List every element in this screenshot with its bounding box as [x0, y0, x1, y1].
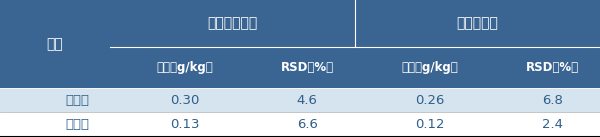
Text: 2.4: 2.4 [542, 118, 563, 131]
Text: 試料: 試料 [47, 37, 64, 51]
Text: 含量（g/kg）: 含量（g/kg） [156, 61, 213, 74]
Text: 0.30: 0.30 [170, 94, 199, 106]
Text: 通知試験法: 通知試験法 [457, 16, 499, 30]
Text: 6.8: 6.8 [542, 94, 563, 106]
Text: チーズ: チーズ [65, 118, 89, 131]
Text: 0.12: 0.12 [415, 118, 445, 131]
Bar [0, 0, 110, 88]
Bar [355, 0, 600, 47]
Text: 0.13: 0.13 [170, 118, 199, 131]
Bar [110, 47, 600, 88]
Text: 4.6: 4.6 [296, 94, 317, 106]
Bar [0, 112, 600, 137]
Text: 含量（g/kg）: 含量（g/kg） [401, 61, 458, 74]
Text: 6.6: 6.6 [296, 118, 317, 131]
Text: RSD（%）: RSD（%） [281, 61, 334, 74]
Text: RSD（%）: RSD（%） [526, 61, 578, 74]
Text: 確立した方法: 確立した方法 [208, 16, 257, 30]
Text: バター: バター [65, 94, 89, 106]
Bar [110, 0, 355, 47]
Bar [0, 88, 600, 112]
Text: 0.26: 0.26 [415, 94, 444, 106]
